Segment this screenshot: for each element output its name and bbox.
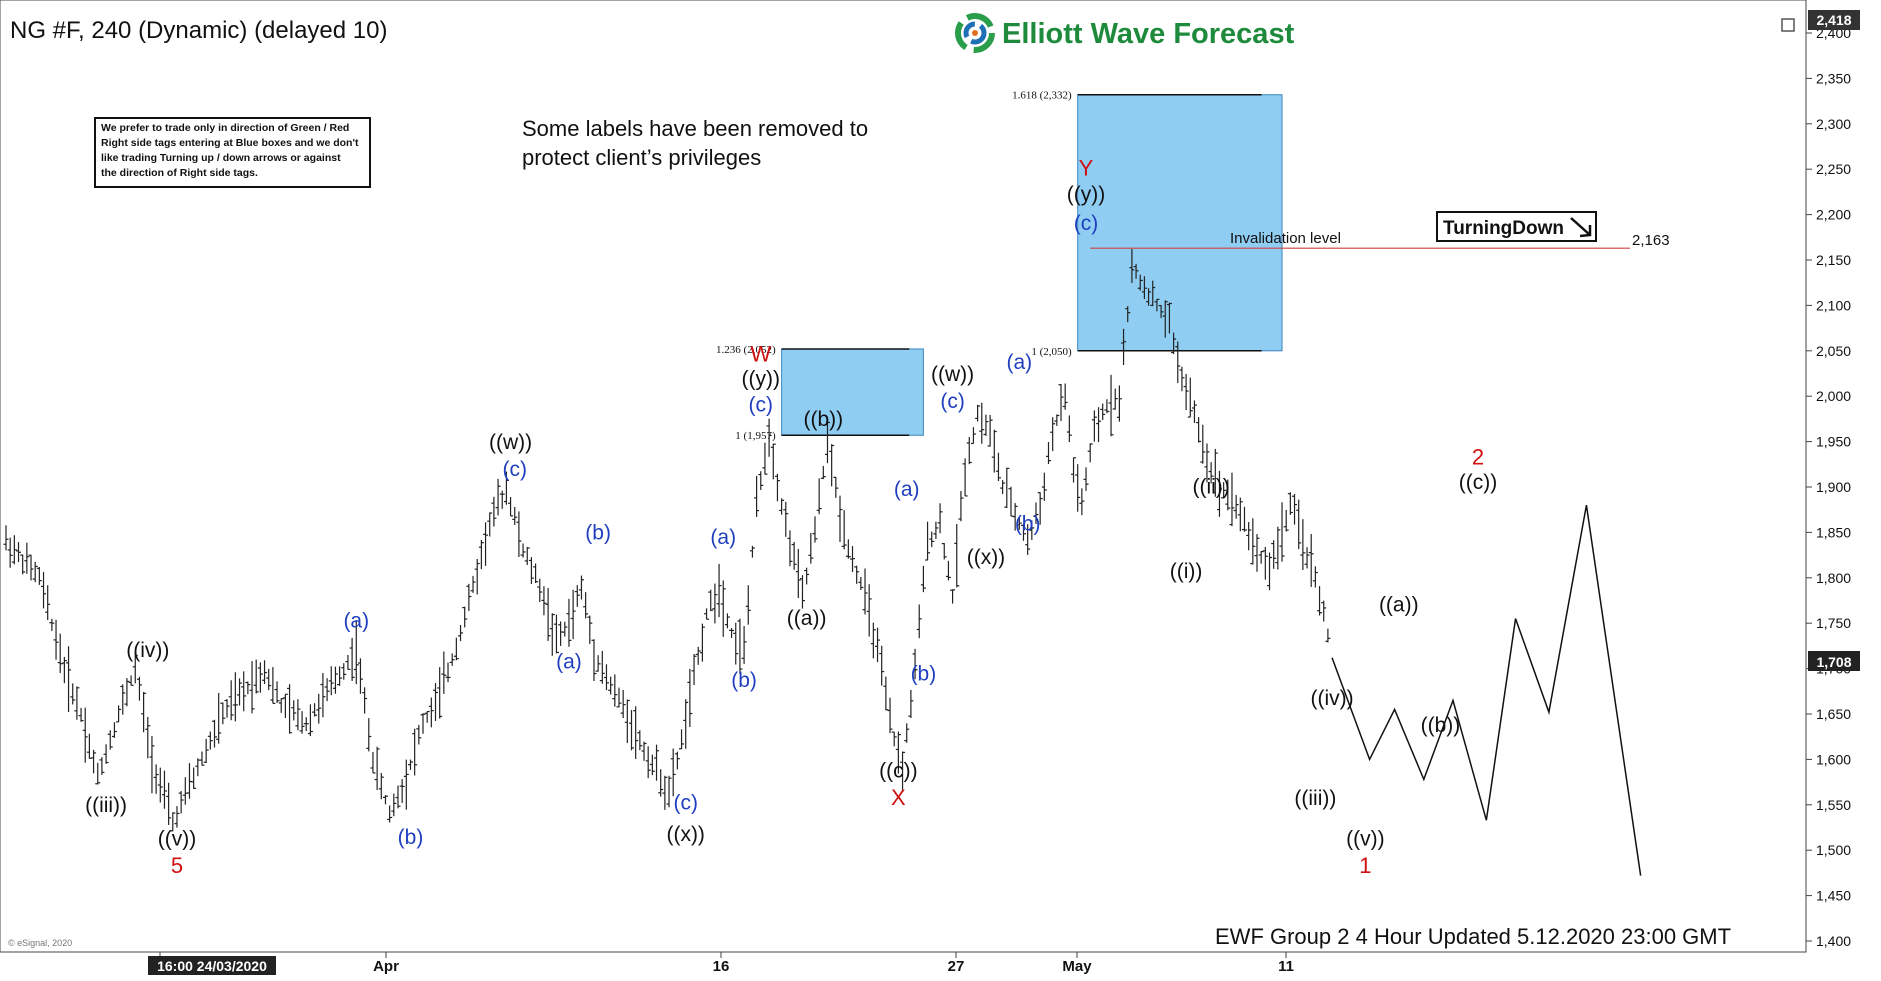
down-arrow-icon: [1570, 217, 1592, 238]
wave-label: (c): [940, 390, 965, 413]
footer-update-text: EWF Group 2 4 Hour Updated 5.12.2020 23:…: [1215, 924, 1731, 949]
projection-line: [1331, 505, 1642, 876]
y-tick-label: 2,300: [1816, 116, 1851, 132]
box-bottom-label: 1 (2,050): [1031, 346, 1072, 358]
wave-label: ((v)): [158, 828, 196, 851]
box-top-label: 1.236 (2,052): [716, 344, 776, 356]
y-tick-label: 1,400: [1816, 933, 1851, 949]
x-tick-label: Apr: [373, 958, 399, 975]
wave-label: 5: [171, 853, 183, 878]
y-tick-label: 1,850: [1816, 524, 1851, 540]
x-tick-label: May: [1062, 958, 1092, 975]
top-price-text: 2,418: [1816, 12, 1851, 28]
y-tick-label: 1,750: [1816, 615, 1851, 631]
brand-logo: [955, 13, 995, 53]
last-price-text: 1,708: [1816, 654, 1851, 670]
y-tick-label: 1,950: [1816, 434, 1851, 450]
y-tick-label: 1,500: [1816, 842, 1851, 858]
y-tick-label: 2,250: [1816, 161, 1851, 177]
box-top-label: 1.618 (2,332): [1012, 90, 1072, 102]
y-axis: 2,4002,3502,3002,2502,2002,1502,1002,050…: [1806, 25, 1851, 949]
wave-label: ((b)): [1421, 714, 1461, 737]
wave-label: X: [891, 785, 906, 810]
turning-down-tag: [1436, 211, 1597, 242]
blue-box: [1077, 94, 1283, 352]
wave-label: (b): [585, 522, 611, 545]
y-tick-label: 2,050: [1816, 343, 1851, 359]
window-toggle-icon[interactable]: [1781, 18, 1795, 32]
wave-label: (b): [1015, 513, 1041, 536]
invalidation-value: 2,163: [1632, 232, 1670, 249]
y-tick-label: 2,100: [1816, 297, 1851, 313]
symbol-title: NG #F, 240 (Dynamic) (delayed 10): [10, 17, 387, 44]
blue-boxes: 1.236 (2,052) 1 (1,957) 1.618 (2,332) 1 (2,…: [716, 90, 1630, 442]
blue-box: [781, 348, 924, 436]
wave-label: ((y)): [742, 367, 780, 390]
y-tick-label: 2,000: [1816, 388, 1851, 404]
copyright-text: © eSignal, 2020: [8, 938, 72, 948]
projection-path: [1331, 505, 1642, 876]
x-axis: 16:00 24/03/2020 Apr 16 27 May 11: [148, 952, 1294, 975]
wave-label: (b): [911, 662, 937, 685]
brand-name: Elliott Wave Forecast: [1002, 18, 1295, 50]
wave-label: 2: [1472, 444, 1484, 469]
wave-label: ((c)): [1459, 471, 1497, 494]
wave-label: Y: [1079, 156, 1094, 181]
wave-label: ((c)): [879, 760, 917, 783]
wave-label: ((w)): [489, 431, 532, 454]
wave-label: ((iv)): [126, 639, 169, 662]
x-tick-label: 11: [1278, 958, 1294, 975]
wave-label: 1: [1359, 853, 1371, 878]
y-tick-label: 1,600: [1816, 751, 1851, 767]
trade-note-text: We prefer to trade only in direction of …: [101, 122, 361, 179]
wave-label: (a): [710, 526, 736, 549]
box-bottom-label: 1 (1,957): [735, 430, 776, 442]
last-price-tag: [1808, 651, 1860, 671]
wave-label: (c): [502, 458, 527, 481]
x-tick-label: 16:00 24/03/2020: [157, 958, 267, 974]
y-tick-label: 1,550: [1816, 797, 1851, 813]
wave-label: ((ii)): [1192, 475, 1229, 498]
wave-label: ((a)): [787, 607, 827, 630]
x-tick-label: 16: [713, 958, 730, 975]
wave-label: ((iv)): [1310, 687, 1353, 710]
wave-label: ((y)): [1067, 183, 1105, 206]
y-tick-label: 2,350: [1816, 70, 1851, 86]
wave-label: (c): [673, 791, 698, 814]
y-tick-label: 2,150: [1816, 252, 1851, 268]
wave-label: ((b)): [803, 408, 843, 431]
wave-label: ((i)): [1170, 560, 1203, 583]
y-tick-label: 1,650: [1816, 706, 1851, 722]
wave-label: W: [750, 342, 771, 367]
wave-label: ((v)): [1346, 828, 1384, 851]
wave-label: ((iii)): [1294, 787, 1336, 810]
y-tick-label: 1,900: [1816, 479, 1851, 495]
y-tick-label: 2,200: [1816, 207, 1851, 223]
wave-label: (a): [894, 478, 920, 501]
wave-label: (b): [731, 669, 757, 692]
notice-text: Some labels have been removed to protect…: [522, 116, 874, 170]
wave-label: (a): [343, 610, 369, 633]
y-tick-label: 1,800: [1816, 570, 1851, 586]
wave-label: (a): [1006, 351, 1032, 374]
turning-down-label: TurningDown: [1443, 218, 1564, 239]
price-candles: [3, 249, 1331, 832]
crosshair-date-tag: [148, 956, 276, 975]
wave-label: ((a)): [1379, 593, 1419, 616]
y-tick-label: 1,450: [1816, 888, 1851, 904]
wave-labels: ((iii))((iv))((v))5(a)(b)((w))(c)(a)(b)(…: [85, 156, 1497, 878]
wave-label: ((w)): [931, 363, 974, 386]
wave-label: (a): [556, 651, 582, 674]
trade-note-box: [94, 117, 371, 188]
wave-label: (b): [398, 826, 424, 849]
wave-label: ((x)): [967, 546, 1005, 569]
wave-label: ((iii)): [85, 794, 127, 817]
wave-label: (c): [749, 394, 774, 417]
wave-label: ((x)): [666, 823, 704, 846]
x-tick-label: 27: [948, 958, 965, 975]
wave-label: (c): [1074, 212, 1099, 235]
invalidation-label: Invalidation level: [1230, 230, 1341, 247]
top-price-tag: [1808, 10, 1860, 30]
